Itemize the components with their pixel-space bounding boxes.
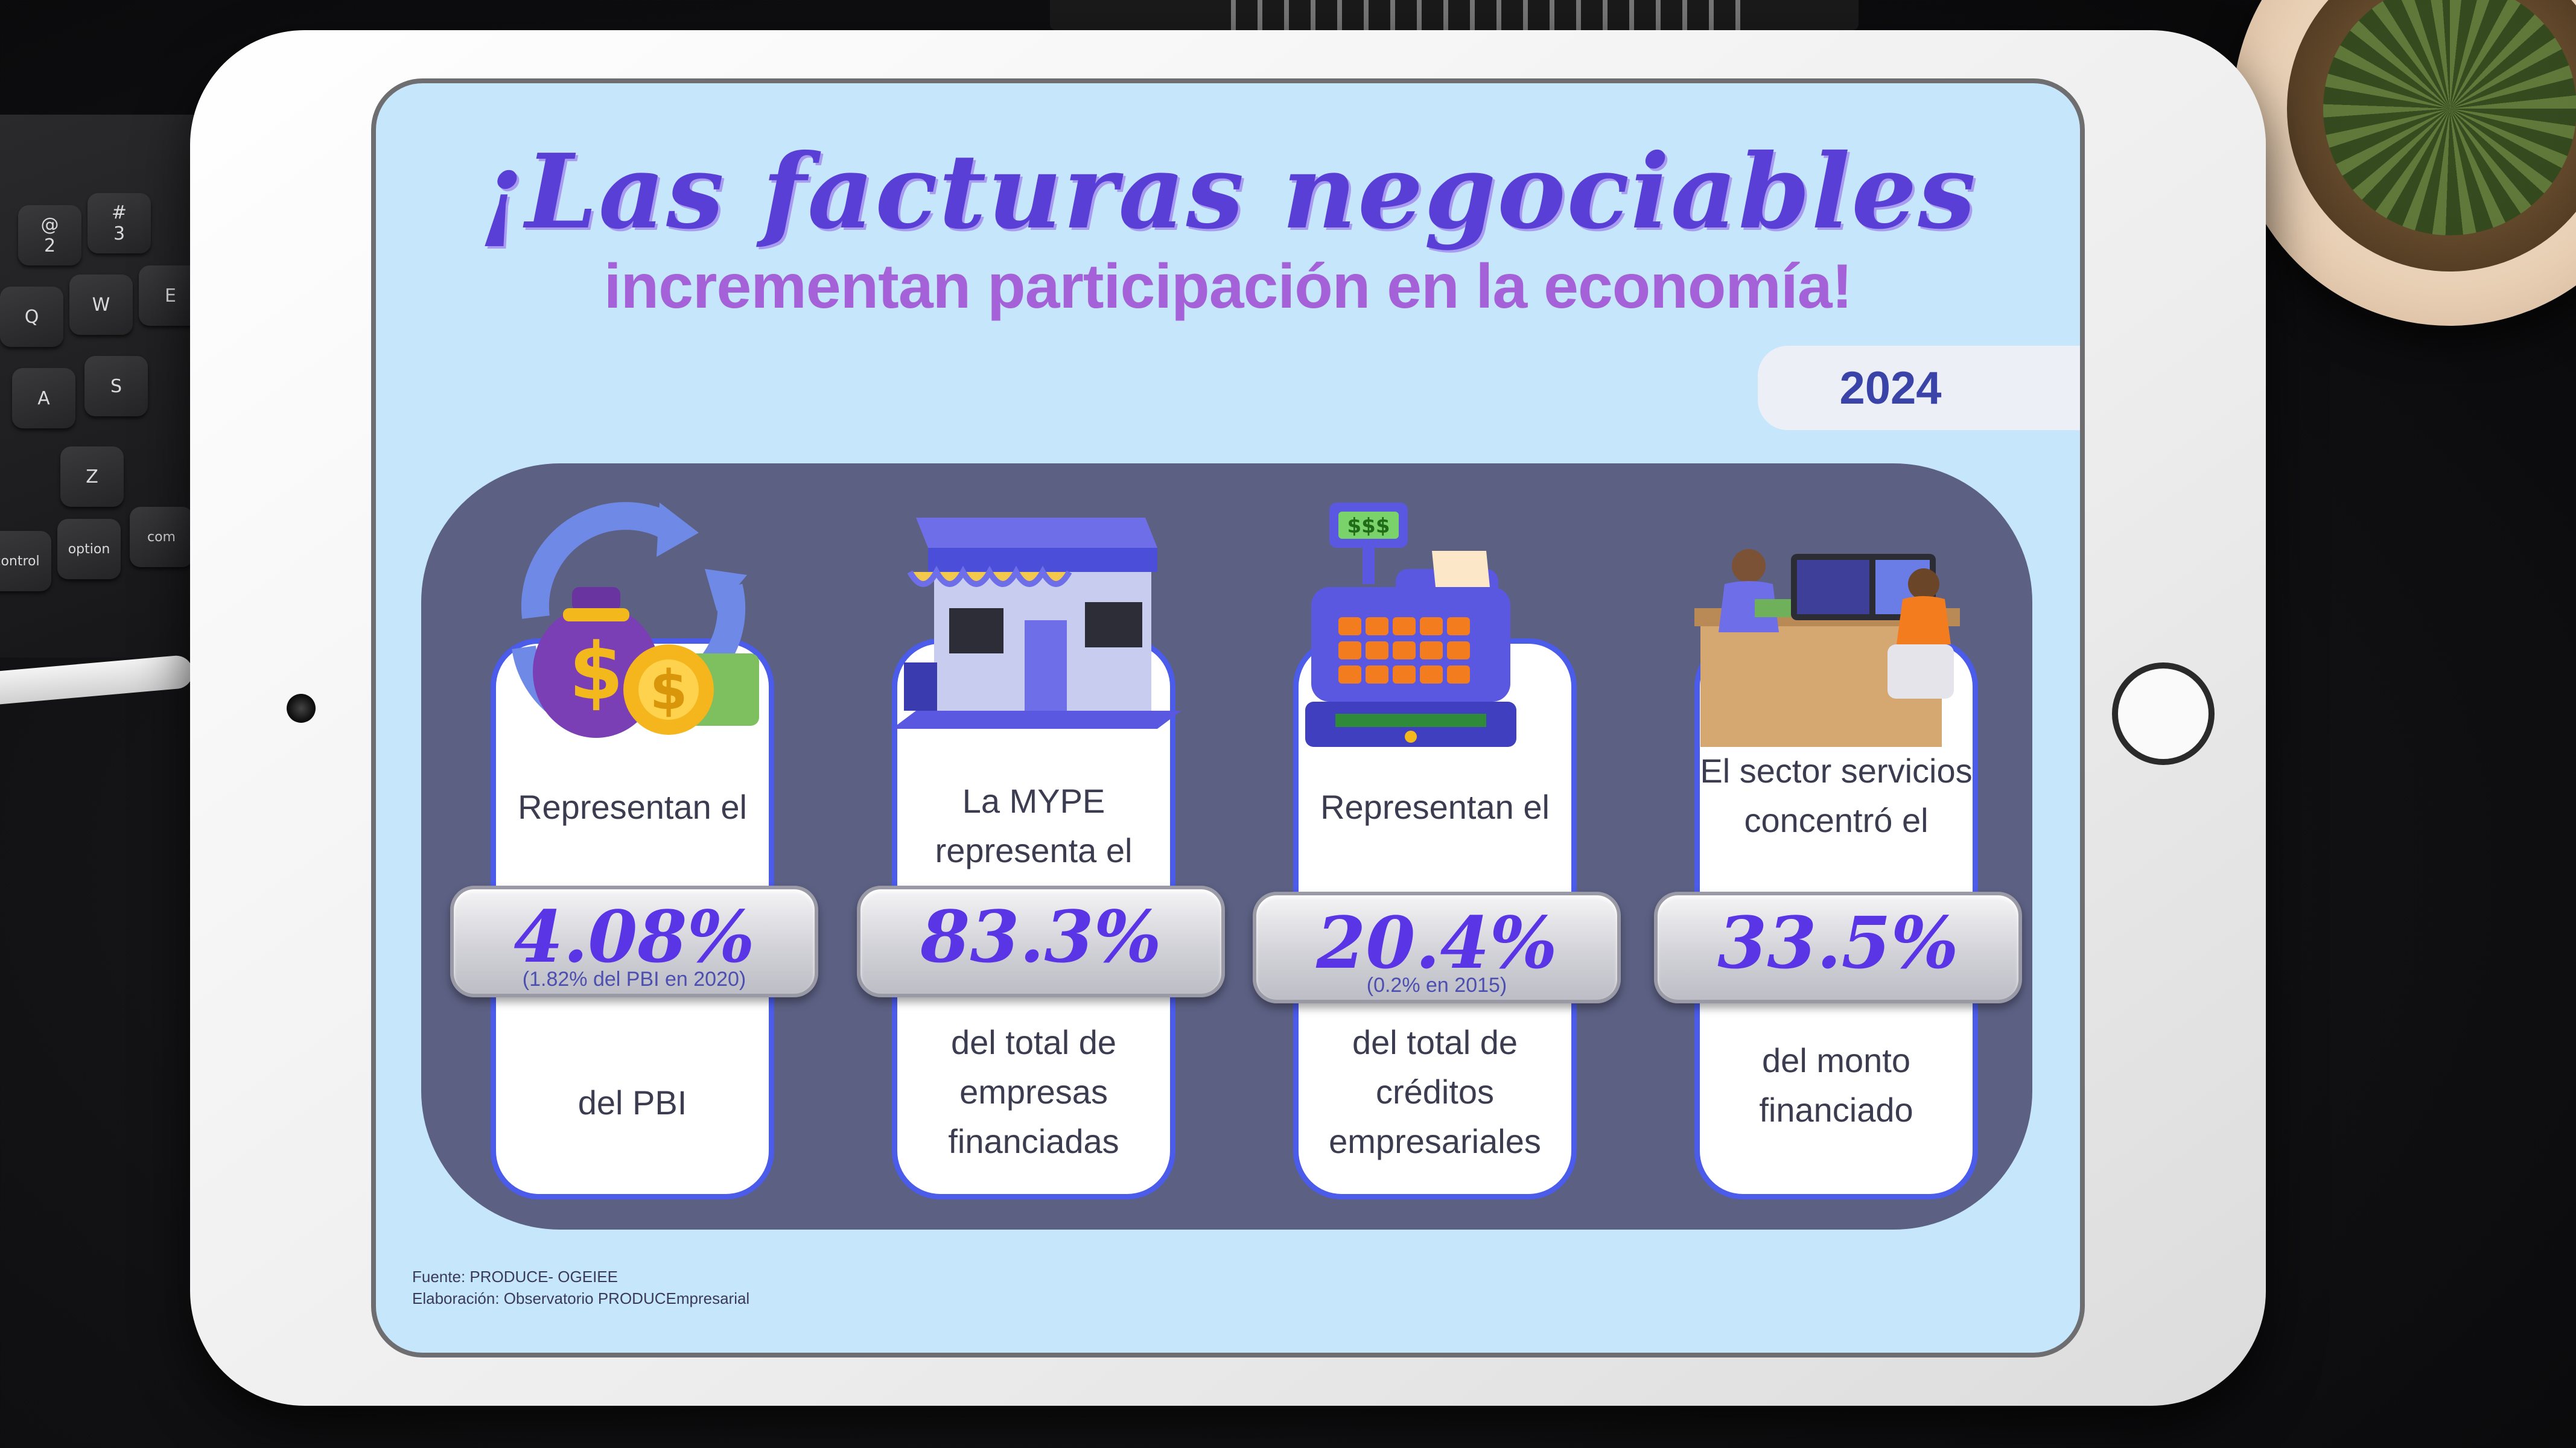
stylus-pencil	[0, 654, 194, 707]
stat-note: (1.82% del PBI en 2020)	[522, 968, 746, 991]
stat-pill: 83.3%	[857, 886, 1225, 997]
keyboard-key: S	[84, 356, 148, 416]
keyboard-key: Z	[60, 446, 124, 507]
keyboard-key: A	[12, 368, 75, 428]
stat-value: 4.08%	[514, 895, 755, 979]
keyboard-key: @ 2	[18, 205, 81, 265]
notebook-spiral	[1231, 0, 1744, 30]
card-bottom-text: del total de créditos empresariales	[1329, 1023, 1541, 1160]
cactus-icon	[2323, 0, 2576, 235]
camera-icon	[287, 694, 316, 723]
office-workers-icon	[1694, 549, 1960, 747]
cactus-pot	[2233, 0, 2576, 326]
cash-register-icon: $$$	[1305, 503, 1516, 747]
stat-pill: 4.08% (1.82% del PBI en 2020)	[450, 886, 818, 997]
title-line-1: ¡Las facturas negociables	[479, 132, 1977, 252]
footer-sources: Fuente: PRODUCE- OGEIEE Elaboración: Obs…	[412, 1266, 749, 1309]
keyboard-key: option	[57, 519, 121, 579]
footer-source: Fuente: PRODUCE- OGEIEE	[412, 1268, 618, 1286]
tablet: ¡Las facturas negociables incrementan pa…	[190, 30, 2266, 1406]
title-line-2: incrementan participación en la economía…	[603, 252, 1852, 322]
card-top-text: La MYPE representa el	[935, 782, 1133, 869]
keyboard-key: W	[69, 275, 133, 335]
stats-panel: Representan el del PBI La MYPE represent…	[421, 463, 2032, 1230]
card-top-text: Representan el	[518, 788, 747, 826]
year-badge: 2024	[1758, 346, 2080, 430]
stat-value: 20.4%	[1316, 901, 1557, 985]
keyboard-key: # 3	[87, 193, 151, 253]
keyboard-key: com	[130, 507, 193, 567]
stat-pill: 33.5%	[1654, 892, 2022, 1003]
home-button[interactable]	[2112, 662, 2215, 765]
stat-pill: 20.4% (0.2% en 2015)	[1253, 892, 1621, 1003]
svg-text:$: $	[650, 659, 688, 722]
footer-credit: Elaboración: Observatorio PRODUCEmpresar…	[412, 1289, 750, 1307]
pot-soil	[2287, 0, 2576, 272]
card-top-text: El sector servicios concentró el	[1700, 752, 1973, 839]
card-bottom-text: del PBI	[577, 1084, 687, 1122]
keyboard-key: control	[0, 531, 51, 591]
svg-text:$: $	[569, 626, 623, 717]
tablet-screen: ¡Las facturas negociables incrementan pa…	[371, 78, 2085, 1358]
storefront-icon	[892, 518, 1181, 729]
svg-text:$$$: $$$	[1347, 514, 1390, 538]
card-bottom-text: del monto financiado	[1759, 1041, 1913, 1129]
card-top-text: Representan el	[1320, 788, 1550, 826]
stat-value: 83.3%	[920, 895, 1162, 979]
keyboard: @ 2 # 3 Q W E A S Z control option com	[0, 115, 217, 658]
money-bag-icon: $ $	[512, 502, 759, 738]
card-bottom-text: del total de empresas financiadas	[948, 1023, 1119, 1160]
stat-value: 33.5%	[1717, 901, 1959, 985]
keyboard-key: Q	[0, 287, 63, 347]
stat-note: (0.2% en 2015)	[1366, 974, 1507, 997]
